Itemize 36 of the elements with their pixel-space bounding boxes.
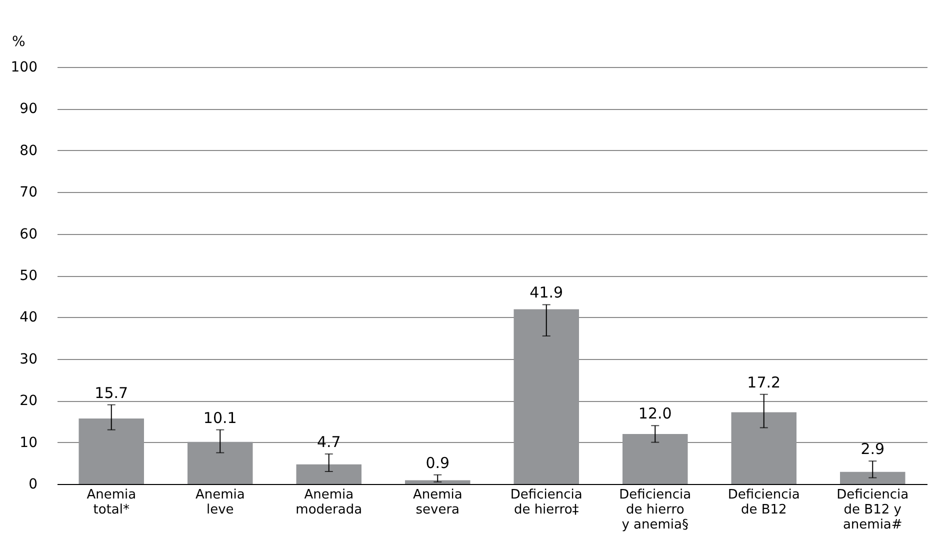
x-tick-label: Anemia leve bbox=[195, 488, 245, 518]
data-label: 15.7 bbox=[94, 384, 128, 402]
y-tick-label: 0 bbox=[28, 476, 38, 492]
bar bbox=[514, 309, 579, 484]
x-tick-label: Deficiencia de hierro y anemia§ bbox=[619, 488, 692, 532]
y-tick-label: 20 bbox=[20, 393, 38, 410]
data-label: 2.9 bbox=[860, 440, 885, 458]
y-tick-label: 100 bbox=[10, 60, 38, 76]
y-tick-label: 90 bbox=[20, 101, 38, 118]
x-tick-label: Anemia total* bbox=[86, 488, 136, 518]
bar bbox=[188, 442, 253, 484]
x-tick-label: Deficiencia de B12 y anemia# bbox=[836, 488, 909, 532]
y-tick-label: 60 bbox=[20, 226, 38, 242]
data-label: 41.9 bbox=[530, 284, 564, 302]
y-tick-label: 80 bbox=[20, 142, 38, 159]
y-tick-label: 10 bbox=[20, 434, 38, 451]
y-tick-label: 40 bbox=[20, 310, 38, 326]
data-label: 12.0 bbox=[638, 404, 672, 423]
bar bbox=[622, 434, 688, 484]
data-label: 17.2 bbox=[747, 373, 781, 392]
data-label: 4.7 bbox=[316, 432, 341, 451]
data-label: 10.1 bbox=[203, 408, 237, 427]
x-tick-label: Deficiencia de B12 bbox=[728, 488, 800, 518]
bar bbox=[296, 464, 362, 484]
y-axis-title: % bbox=[12, 34, 26, 50]
x-tick-label: Deficiencia de hierro‡ bbox=[510, 488, 582, 518]
x-tick-label: Anemia moderada bbox=[296, 488, 362, 518]
bar bbox=[731, 412, 796, 484]
bar bbox=[840, 472, 906, 484]
bar bbox=[78, 418, 144, 484]
y-tick-label: 30 bbox=[20, 351, 38, 368]
bar bbox=[405, 480, 470, 484]
y-tick-label: 70 bbox=[20, 184, 38, 201]
x-tick-label: Anemia severa bbox=[412, 488, 462, 518]
y-tick-label: 50 bbox=[20, 268, 38, 284]
data-label: 0.9 bbox=[426, 454, 450, 472]
